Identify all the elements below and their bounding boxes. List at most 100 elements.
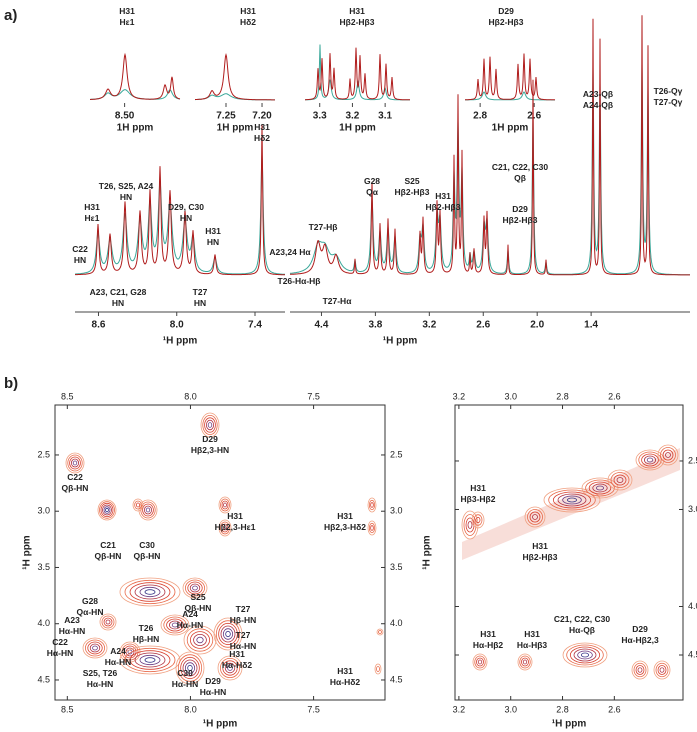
annotation: A23,24 Hα — [269, 247, 311, 257]
x-tick-label: 7.5 — [307, 391, 320, 401]
contour — [616, 477, 624, 483]
annotation: T26-Qγ T27-Qγ — [654, 86, 683, 107]
contour — [134, 652, 166, 668]
contour — [519, 655, 531, 669]
contour — [183, 625, 217, 655]
spectrum-trace — [305, 47, 410, 101]
annotation-line: C22 — [52, 637, 68, 647]
annotation: A23-Qβ A24-Qβ — [583, 89, 613, 110]
x-tick-label: 3.2 — [453, 391, 466, 401]
contour — [221, 500, 229, 510]
contour — [132, 498, 144, 512]
x-tick-label: 3.0 — [504, 704, 517, 714]
annotation-line: H31 — [84, 202, 100, 212]
contour — [182, 659, 198, 677]
annotation-line: Hα-Hβ2 — [473, 640, 504, 650]
annotation: C30 Hα-HN — [172, 668, 198, 689]
annotation: H31 Hβ2-Hβ3 — [340, 6, 375, 27]
annotation-line: Hα-Qβ — [569, 625, 595, 635]
annotation: C22 Qβ-HN — [62, 472, 89, 493]
contour — [225, 630, 231, 638]
contour — [562, 642, 608, 668]
annotation-line: C30 — [177, 668, 193, 678]
annotation-line: Qβ-HN — [134, 551, 161, 561]
annotation-line: T26-Hα-Hβ — [278, 276, 321, 286]
x-tick-label: 2.8 — [556, 704, 569, 714]
contour — [204, 417, 216, 433]
x-tick-label: 2.0 — [530, 320, 544, 331]
annotation-line: T27-Hβ — [309, 222, 338, 232]
contour — [124, 579, 176, 605]
x-tick-label: 7.25 — [216, 111, 236, 122]
annotation: C22 HN — [72, 244, 88, 265]
contour — [166, 618, 184, 632]
annotation-line: T26-Qγ — [654, 86, 683, 96]
contour — [376, 666, 380, 672]
x-tick-label: 7.20 — [252, 111, 272, 122]
contour — [145, 507, 151, 513]
x-tick-label: 2.6 — [608, 704, 621, 714]
spectrum-trace — [195, 53, 275, 101]
annotation-line: H31 — [349, 6, 365, 16]
annotation-line: A23,24 Hα — [269, 247, 311, 257]
contour — [144, 589, 156, 595]
annotation-line: H31 — [524, 629, 540, 639]
annotation-line: Hα-Hβ3 — [517, 640, 548, 650]
y-tick-label: 3.5 — [390, 562, 403, 572]
annotation: D29 Hβ2,3-HN — [191, 434, 229, 455]
annotation: H31 Hβ2,3-Hε1 — [215, 511, 256, 532]
y-tick-label: 4.5 — [688, 649, 697, 659]
annotation: C22 Hα-HN — [47, 637, 73, 658]
annotation: D29 Hβ2-Hβ3 — [489, 6, 524, 27]
annotation-line: Hβ3-Hβ2 — [461, 494, 496, 504]
contour — [633, 662, 647, 678]
contour — [180, 656, 200, 680]
annotation-line: Hα-Hδ2 — [222, 660, 252, 670]
annotation-line: Hβ-HN — [133, 634, 159, 644]
contour — [215, 620, 241, 648]
contour — [89, 643, 101, 653]
x-axis-label: 1H ppm — [492, 123, 529, 134]
contour — [610, 472, 630, 488]
contour — [573, 648, 597, 662]
contour — [374, 663, 382, 675]
x-axis-label: 1H ppm — [117, 123, 154, 134]
annotation-line: H31 — [227, 511, 243, 521]
annotation-line: Qβ-HN — [62, 483, 89, 493]
x-tick-label: 4.4 — [315, 320, 329, 331]
annotation: H31 Hδ2 — [254, 122, 270, 143]
contour — [217, 655, 243, 681]
x-tick-label: 3.2 — [345, 111, 359, 122]
x-tick-label: 8.0 — [184, 391, 197, 401]
contour — [129, 582, 171, 602]
contour — [467, 521, 473, 529]
contour — [588, 481, 612, 495]
contour — [631, 660, 649, 680]
annotation-line: H31 — [205, 226, 221, 236]
y-tick-label: 3.0 — [37, 506, 50, 516]
annotation: G28 Qα — [364, 176, 380, 197]
annotation: A24 Hα-HN — [105, 646, 131, 667]
contour — [100, 502, 114, 518]
x-tick-label: 3.8 — [368, 320, 382, 331]
contour — [134, 584, 166, 600]
y-tick-label: 3.0 — [390, 506, 403, 516]
contour — [474, 655, 486, 669]
annotation: H31 Hα-Hδ2 — [330, 666, 360, 687]
contour — [477, 659, 483, 665]
contour — [213, 617, 243, 651]
annotation: T26-Hα-Hβ — [278, 276, 321, 286]
contour — [105, 507, 109, 513]
annotation: H31 Hβ2,3-Hδ2 — [324, 511, 366, 532]
x-tick-label: 3.3 — [313, 111, 327, 122]
contour — [99, 613, 117, 631]
annotation: D29 Hα-Hβ2,3 — [621, 624, 659, 645]
annotation-line: D29, C30 — [168, 202, 204, 212]
x-tick-label: 8.0 — [184, 704, 197, 714]
annotation-line: H31 — [119, 6, 135, 16]
contour — [522, 659, 528, 665]
contour — [99, 501, 115, 519]
contour — [119, 577, 181, 607]
x-tick-label: 3.2 — [453, 704, 466, 714]
